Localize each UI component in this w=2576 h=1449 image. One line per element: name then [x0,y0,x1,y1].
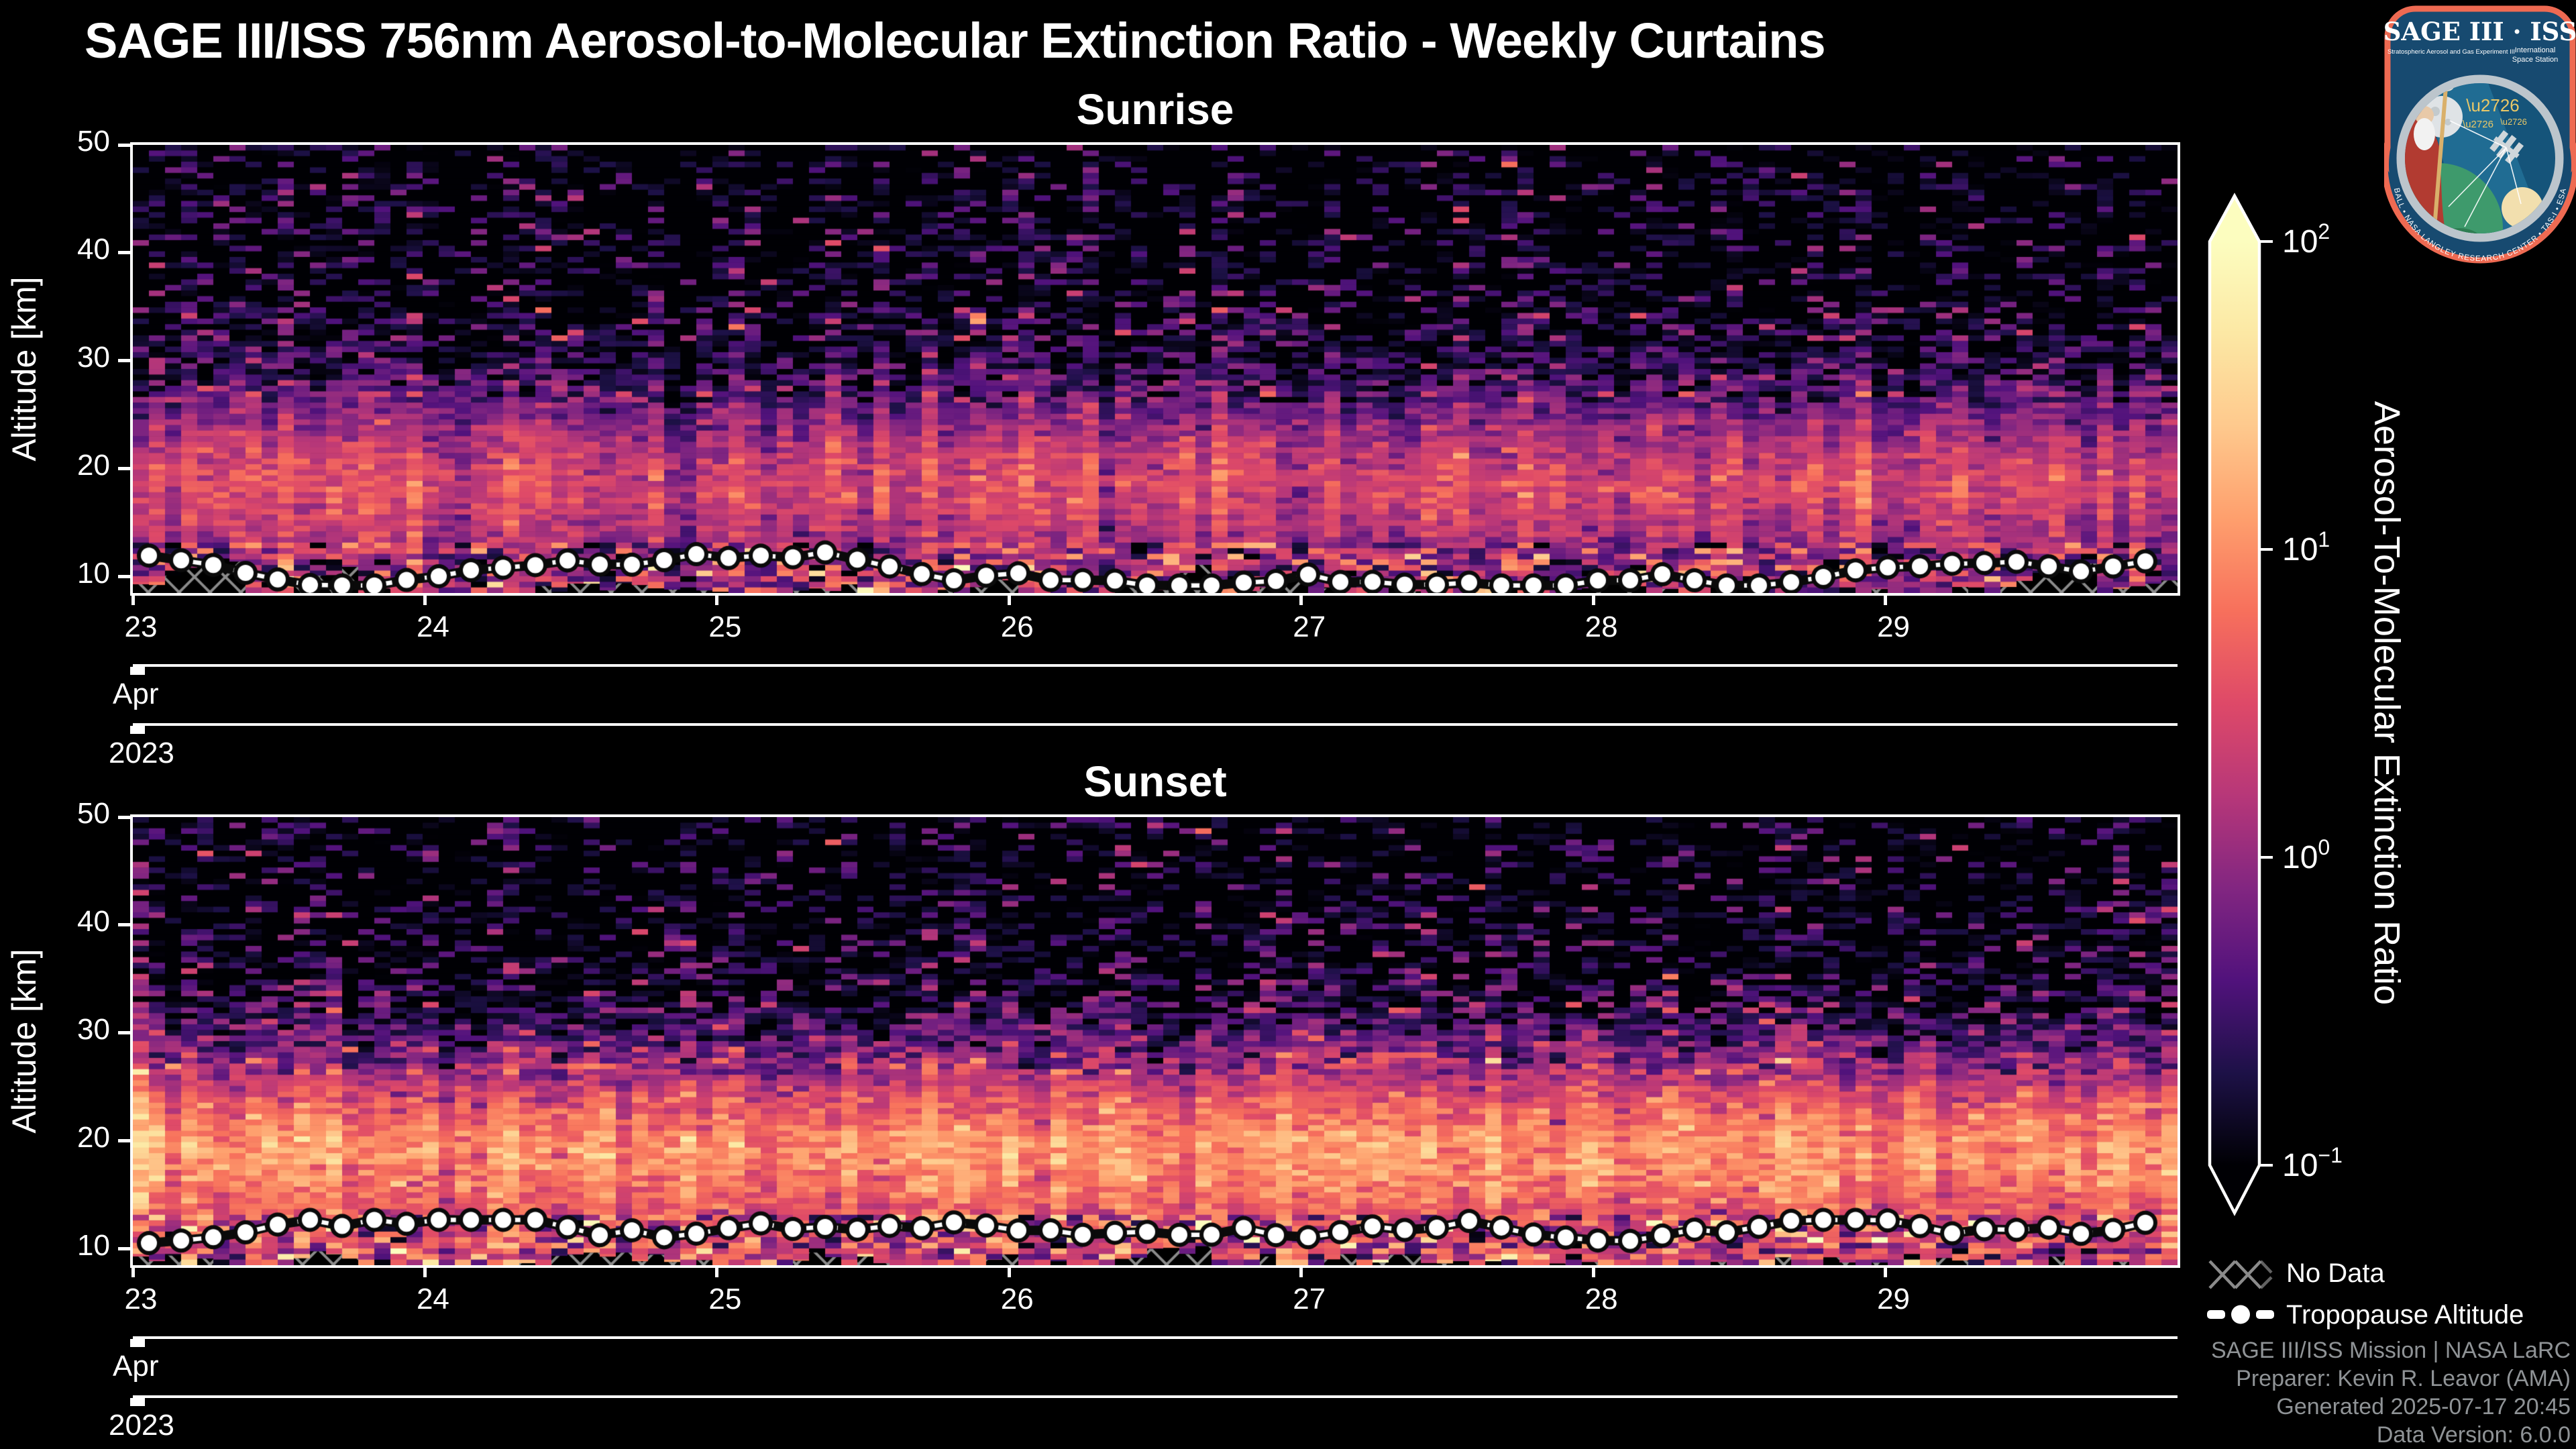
colorbar: 102 101 100 10−1 [2208,193,2343,1216]
x-tick [131,593,135,605]
y-tick-label: 50 [77,797,110,830]
footer-preparer: Preparer: Kevin R. Leavor (AMA) [2236,1366,2571,1391]
svg-text:\u2726: \u2726 [2463,119,2493,130]
y-tick [118,251,130,255]
y-tick [118,815,130,819]
y-tick [118,467,130,471]
colorbar-under-arrow [2210,1165,2259,1213]
y-tick-label: 40 [77,904,110,938]
logo-subtitle-right-2: Space Station [2512,56,2559,64]
x-tick-label: 25 [708,1283,742,1316]
x-tick-label: 29 [1877,610,1911,643]
y-tick-label: 20 [77,448,110,482]
year-separator-tick [130,726,145,734]
y-tick [118,1139,130,1143]
x-tick-label: 23 [124,610,158,643]
x-tick-label: 24 [416,1283,449,1316]
month-separator-tick [130,667,145,675]
logo-rays [2448,120,2522,227]
y-tick-label: 10 [77,556,110,590]
x-tick-label: 23 [124,1283,158,1316]
month-separator-tick [130,1339,145,1347]
colorbar-gradient [2210,241,2259,1165]
x-tick-label: 26 [1000,1283,1034,1316]
y-tick-label: 50 [77,125,110,158]
x-tick [1884,1265,1888,1277]
x-tick [131,1265,135,1277]
x-tick-label: 24 [416,610,449,643]
y-tick [118,575,130,579]
heatmap-sunrise [133,145,2178,593]
colorbar-tick-label: 100 [2282,835,2330,875]
y-tick [118,1031,130,1035]
colorbar-ticks: 102 101 100 10−1 [2259,219,2343,1183]
x-tick [1299,593,1303,605]
x-tick [1299,1265,1303,1277]
year-separator-line [133,1395,2178,1398]
month-separator-line [133,664,2178,667]
colorbar-tick-label: 101 [2282,527,2330,568]
x-tick [423,593,427,605]
colorbar-tick-label: 10−1 [2282,1143,2343,1183]
month-label: Apr [113,678,159,710]
x-tick [715,1265,719,1277]
year-separator-line [133,723,2178,726]
plot-frame-sunrise [130,142,2180,596]
panel-title-sunrise: Sunrise [1076,85,1234,133]
logo-ring [2396,74,2564,242]
panel-title-sunset: Sunset [1083,757,1227,806]
x-tick-label: 28 [1585,610,1618,643]
year-label: 2023 [109,737,174,769]
colorbar-label: Aerosol-To-Molecular Extinction Ratio [2367,400,2407,1006]
sage-iss-logo: \u2726 \u2726 \u2726 SAGE III · ISS Stra… [2384,5,2576,264]
svg-text:\u2726: \u2726 [2466,95,2520,115]
y-tick-label: 30 [77,1012,110,1046]
no-data-hatch-icon [2208,1260,2273,1289]
x-tick [423,1265,427,1277]
footer-mission: SAGE III/ISS Mission | NASA LaRC [2210,1338,2571,1363]
year-label: 2023 [109,1409,174,1442]
x-tick-label: 29 [1877,1283,1911,1316]
x-tick-label: 28 [1585,1283,1618,1316]
page-title: SAGE III/ISS 756nm Aerosol-to-Molecular … [85,13,1826,68]
month-label: Apr [113,1350,159,1383]
x-tick-label: 25 [708,610,742,643]
svg-text:\u2726: \u2726 [2500,117,2527,127]
month-separator-line [133,1336,2178,1339]
x-tick [1007,1265,1011,1277]
x-tick [1007,593,1011,605]
logo-subtitle-left: Stratospheric Aerosol and Gas Experiment… [2387,48,2515,56]
tropopause-line-icon [2207,1305,2274,1324]
legend-label-tropopause: Tropopause Altitude [2286,1300,2524,1330]
logo-title: SAGE III · ISS [2384,17,2576,46]
x-tick [1591,1265,1595,1277]
plot-frame-sunset [130,814,2180,1268]
x-tick [1884,593,1888,605]
y-tick [118,143,130,147]
x-tick-label: 27 [1293,610,1326,643]
y-tick-label: 30 [77,340,110,374]
y-tick [118,359,130,363]
y-tick [118,1247,130,1251]
y-tick-label: 10 [77,1228,110,1262]
logo-subtitle-right-1: International [2515,46,2556,54]
logo-stars: \u2726 \u2726 \u2726 [2463,95,2527,130]
y-tick-label: 40 [77,232,110,266]
colorbar-tick-label: 102 [2282,219,2330,260]
x-tick [715,593,719,605]
heatmap-sunset [133,817,2178,1265]
colorbar-over-arrow [2210,196,2259,241]
legend-label-no-data: No Data [2286,1258,2385,1288]
y-tick-label: 20 [77,1120,110,1154]
footer-generated: Generated 2025-07-17 20:45 [2276,1394,2571,1419]
footer-data-version: Data Version: 6.0.0 [2376,1422,2571,1448]
y-tick [118,923,130,927]
x-tick-label: 26 [1000,610,1034,643]
x-tick-label: 27 [1293,1283,1326,1316]
x-tick [1591,593,1595,605]
year-separator-tick [130,1398,145,1406]
